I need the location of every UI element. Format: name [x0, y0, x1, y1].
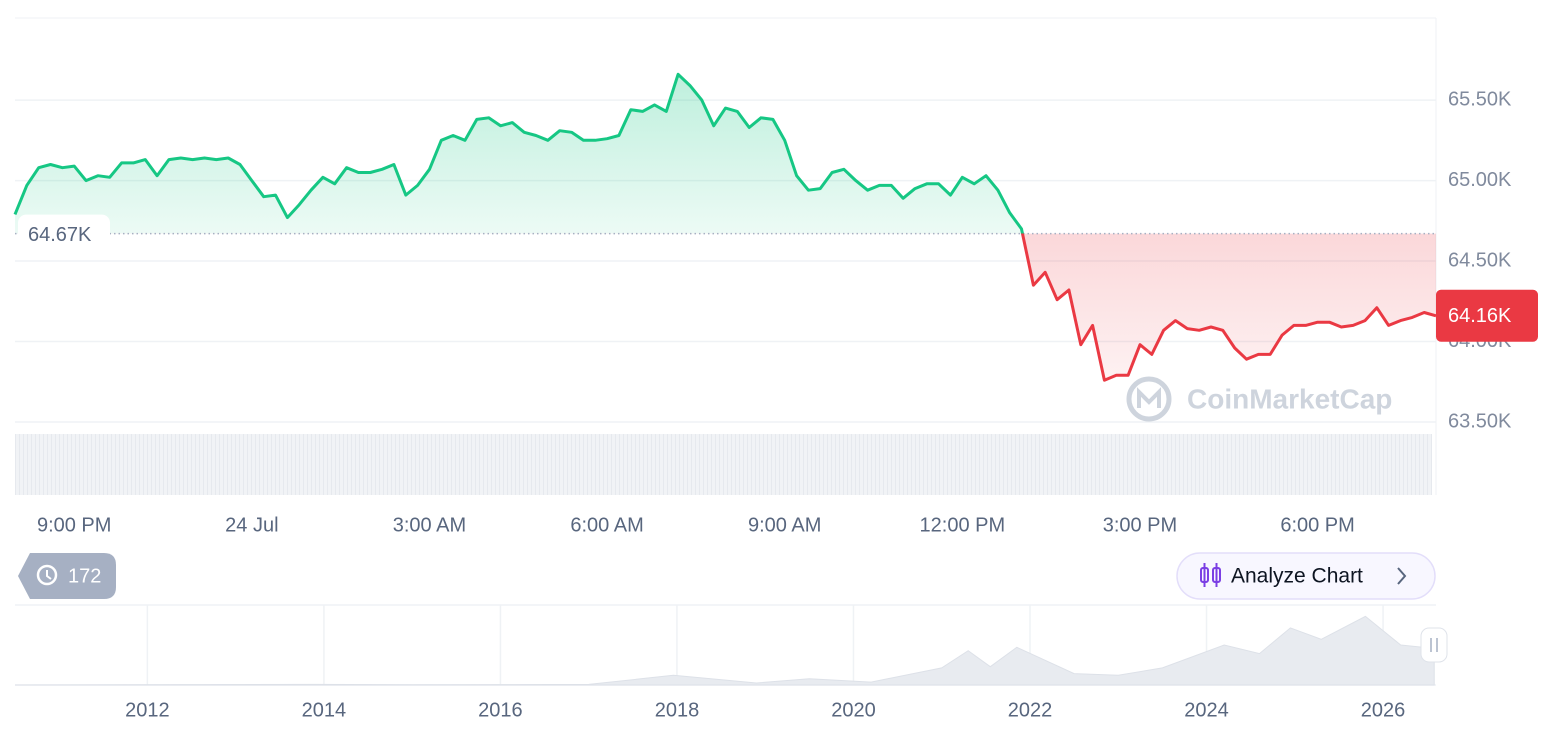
- current-price-label: 64.16K: [1448, 305, 1512, 327]
- x-tick-label: 2020: [831, 699, 876, 721]
- watermark: CoinMarketCap: [1126, 376, 1392, 422]
- analyze-chart-label: Analyze Chart: [1231, 565, 1363, 588]
- current-price-box: [1436, 289, 1538, 342]
- y-tick-label: 65.00K: [1448, 169, 1512, 191]
- price-line: [13, 72, 1437, 382]
- y-tick-label: 63.50K: [1448, 410, 1512, 432]
- x-tick-label: 2022: [1008, 699, 1053, 721]
- x-tick-label: 2018: [655, 699, 700, 721]
- x-tick-label: 2016: [478, 699, 523, 721]
- x-tick-label: 6:00 AM: [570, 514, 643, 536]
- history-area: [14, 615, 1435, 686]
- history-badge[interactable]: 172: [18, 553, 116, 599]
- y-tick-label: 65.50K: [1448, 88, 1512, 110]
- price-area: [15, 74, 1436, 381]
- volume-area: [15, 434, 1432, 495]
- x-tick-label: 9:00 AM: [748, 514, 821, 536]
- x-tick-label: 6:00 PM: [1280, 514, 1354, 536]
- watermark-text: CoinMarketCap: [1187, 383, 1392, 414]
- baseline-label-box: [18, 214, 110, 253]
- x-tick-label: 3:00 AM: [393, 514, 466, 536]
- x-tick-label: 2014: [302, 699, 347, 721]
- x-tick-label: 9:00 PM: [37, 514, 111, 536]
- x-tick-label: 2026: [1361, 699, 1406, 721]
- x-tick-label: 2012: [125, 699, 170, 721]
- baseline-label: 64.67K: [28, 224, 92, 246]
- history-count: 172: [68, 565, 101, 587]
- x-tick-label: 3:00 PM: [1103, 514, 1177, 536]
- x-tick-label: 12:00 PM: [920, 514, 1006, 536]
- x-tick-label: 24 Jul: [225, 514, 278, 536]
- overview-chart: 2012 2014 2016 2018 2020 2022 2024 2026: [14, 604, 1436, 721]
- analyze-chart-button[interactable]: Analyze Chart: [1176, 552, 1436, 600]
- y-tick-label: 64.50K: [1448, 249, 1512, 271]
- range-handle[interactable]: [1420, 627, 1448, 663]
- x-tick-label: 2024: [1184, 699, 1229, 721]
